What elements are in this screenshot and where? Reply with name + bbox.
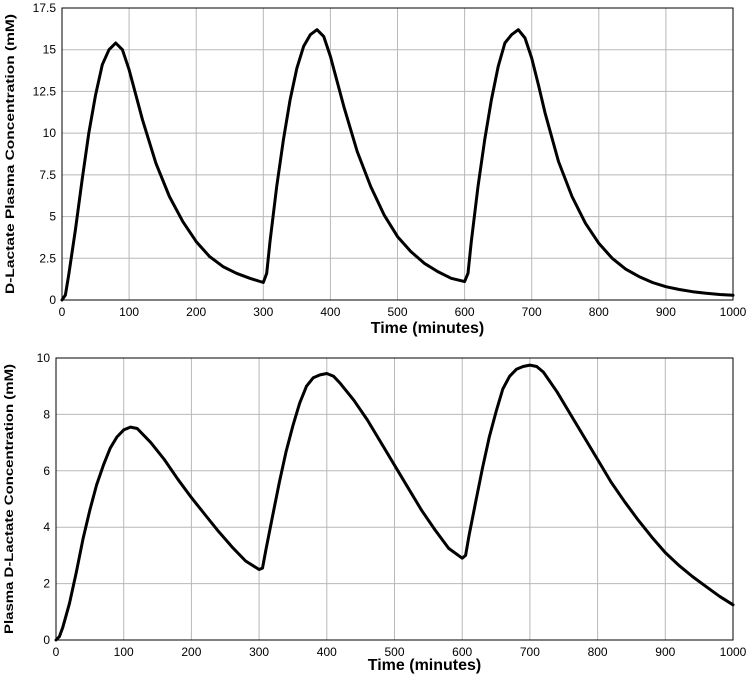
y-tick-label: 12.5 — [33, 84, 57, 98]
y-tick-label: 17.5 — [33, 1, 57, 15]
y-tick-label: 7.5 — [39, 168, 56, 182]
y-axis-title: Plasma D-Lactate Concentration (mM) — [2, 364, 16, 634]
x-tick-label: 900 — [655, 645, 675, 659]
x-tick-label: 500 — [387, 305, 407, 319]
plot-frame — [55, 357, 734, 641]
y-tick-label: 2.5 — [39, 251, 56, 265]
y-tick-label: 0 — [49, 293, 56, 307]
x-tick-label: 400 — [320, 305, 340, 319]
plot-frame — [61, 7, 734, 301]
x-tick-label: 800 — [588, 645, 608, 659]
x-tick-label: 900 — [656, 305, 676, 319]
x-tick-label: 100 — [119, 305, 139, 319]
x-tick-label: 700 — [522, 305, 542, 319]
y-tick-label: 10 — [43, 126, 57, 140]
y-axis-title: D-Lactate Plasma Concentration (mM) — [3, 14, 17, 294]
series-line — [60, 28, 735, 302]
x-tick-label: 800 — [589, 305, 609, 319]
x-axis-title: Time (minutes) — [371, 320, 485, 337]
y-tick-label: 6 — [43, 464, 50, 478]
chart-2: 0 100 200 300 400 500 600 700 800 900 1000 0 2 4 6 8 10 T… — [2, 351, 747, 674]
y-tick-label: 8 — [43, 407, 50, 421]
x-tick-label: 500 — [384, 645, 404, 659]
chart-1: 0 100 200 300 400 500 600 700 800 900 1000 0 2.5 5 7.5… — [3, 1, 747, 337]
y-tick-label: 2 — [43, 577, 50, 591]
x-tick-label: 300 — [249, 645, 269, 659]
y-tick-label: 5 — [49, 210, 56, 224]
x-tick-label: 300 — [253, 305, 273, 319]
x-tick-label: 100 — [114, 645, 134, 659]
x-tick-label: 0 — [59, 305, 66, 319]
y-tick-label: 10 — [37, 351, 51, 365]
y-tick-label: 0 — [43, 633, 50, 647]
y-tick-label: 4 — [43, 520, 50, 534]
x-tick-label: 1000 — [720, 305, 747, 319]
x-tick-label: 600 — [452, 645, 472, 659]
x-tick-label: 1000 — [720, 645, 747, 659]
x-tick-label: 0 — [53, 645, 60, 659]
series-line — [54, 363, 735, 642]
x-axis-title: Time (minutes) — [368, 657, 482, 674]
x-tick-label: 700 — [520, 645, 540, 659]
x-tick-label: 600 — [455, 305, 475, 319]
x-tick-label: 400 — [317, 645, 337, 659]
x-tick-label: 200 — [186, 305, 206, 319]
x-tick-label: 200 — [181, 645, 201, 659]
y-tick-label: 15 — [43, 43, 57, 57]
